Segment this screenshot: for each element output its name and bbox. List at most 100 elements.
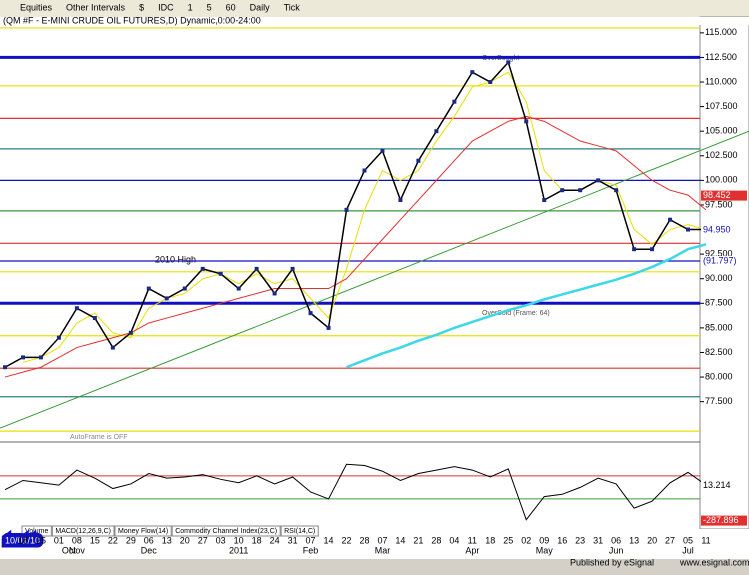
candle	[20, 355, 25, 360]
candle	[272, 291, 277, 296]
candle	[380, 148, 385, 153]
candle	[506, 60, 511, 65]
candle	[398, 198, 403, 203]
toolbar-item[interactable]: $	[139, 2, 144, 12]
candle	[524, 119, 529, 124]
price-series	[346, 243, 707, 369]
y-tick-label: 115.000	[705, 27, 737, 37]
x-tick-label: 10/01/10	[5, 535, 40, 545]
x-tick-label: 20	[647, 535, 657, 545]
x-tick-label: 04	[449, 535, 459, 545]
price-label: (91.797)	[703, 255, 737, 265]
candle	[3, 365, 7, 370]
candle	[668, 217, 673, 222]
toolbar-item[interactable]: Other Intervals	[66, 2, 126, 12]
y-tick-label: 110.000	[705, 76, 737, 86]
month-label: Oct	[62, 545, 77, 555]
x-tick-label: 08	[72, 535, 82, 545]
x-tick-label: 23	[575, 535, 585, 545]
x-tick-label: 18	[485, 535, 495, 545]
toolbar-item[interactable]: Tick	[284, 2, 301, 12]
x-tick-label: 31	[593, 535, 603, 545]
candle	[416, 158, 421, 163]
candle	[452, 99, 457, 104]
y-tick-label: 80.000	[705, 371, 733, 381]
trendline	[0, 130, 749, 429]
indicator-tab[interactable]: Volume	[25, 528, 48, 535]
price-label: 94.950	[703, 224, 731, 234]
candle	[92, 316, 97, 321]
candle	[56, 335, 61, 340]
x-tick-label: 16	[557, 535, 567, 545]
candle	[632, 247, 637, 252]
y-tick-label: 107.500	[705, 101, 738, 111]
toolbar-item[interactable]: 1	[188, 2, 193, 12]
x-tick-label: 27	[198, 535, 208, 545]
x-tick-label: 01	[54, 535, 64, 545]
month-label: Dec	[141, 545, 158, 555]
candle	[236, 286, 241, 291]
x-tick-label: 31	[288, 535, 298, 545]
x-tick-label: 10	[234, 535, 244, 545]
x-tick-label: 07	[306, 535, 316, 545]
price-series	[4, 115, 707, 378]
candle	[596, 178, 601, 183]
x-tick-label: 18	[252, 535, 262, 545]
month-label: Nov	[69, 545, 86, 555]
toolbar-item[interactable]: IDC	[158, 2, 174, 12]
indicator-tab[interactable]: RSI(14,C)	[284, 528, 315, 535]
candle	[74, 306, 79, 311]
price-series	[4, 60, 706, 368]
y-tick-label: 85.000	[705, 322, 733, 332]
candle	[200, 266, 205, 271]
candle	[614, 188, 619, 193]
footer-url: www.esignal.com	[679, 557, 749, 567]
y-tick-label: 77.500	[705, 396, 733, 406]
toolbar-item[interactable]: Daily	[250, 2, 271, 12]
date-axis	[0, 529, 749, 559]
y-tick-label: 82.500	[705, 347, 733, 357]
x-tick-label: 03	[216, 535, 226, 545]
indicator-tab[interactable]: Money Flow(14)	[118, 528, 168, 535]
tab-frame	[21, 525, 52, 537]
x-tick-label: 13	[162, 535, 172, 545]
candle	[488, 80, 493, 85]
indicator-tab[interactable]: MACD(12,26,9,C)	[55, 528, 111, 535]
tab-frame	[51, 525, 115, 537]
candle	[110, 345, 115, 350]
toolbar-item[interactable]: 60	[226, 2, 236, 12]
candle	[578, 188, 583, 193]
x-tick-label: 09	[539, 535, 549, 545]
x-tick-label: 05	[683, 535, 693, 545]
x-tick-label: 07	[377, 535, 387, 545]
indicator-tab[interactable]: Commodity Channel Index(23,C)	[175, 528, 277, 535]
y-tick-label: 105.000	[705, 126, 738, 136]
candle	[128, 330, 133, 335]
month-label: May	[536, 545, 554, 555]
y-tick-label: 87.500	[705, 298, 733, 308]
toolbar-item[interactable]: Equities	[20, 2, 53, 12]
annotation: AutoFrame is OFF	[70, 434, 128, 441]
month-label: 2011	[229, 545, 248, 555]
x-tick-label: 21	[413, 535, 423, 545]
x-tick-label: 20	[180, 535, 190, 545]
price-label-box	[701, 256, 747, 267]
price-label: 98.452	[703, 190, 731, 200]
candle	[434, 129, 439, 134]
candle	[542, 198, 547, 203]
x-tick-label: 28	[359, 535, 369, 545]
x-tick-label: 14	[395, 535, 405, 545]
candle	[650, 247, 655, 252]
y-tick-label: 97.500	[705, 199, 733, 209]
x-tick-label: 28	[431, 535, 441, 545]
osc-label: 13.214	[703, 480, 731, 490]
candle	[254, 266, 259, 271]
title-bar	[0, 17, 749, 25]
x-tick-label: 06	[144, 535, 154, 545]
candle	[686, 227, 691, 232]
toolbar-item[interactable]: 5	[207, 2, 212, 12]
month-label: Jun	[609, 545, 624, 555]
x-tick-label: 22	[108, 535, 118, 545]
